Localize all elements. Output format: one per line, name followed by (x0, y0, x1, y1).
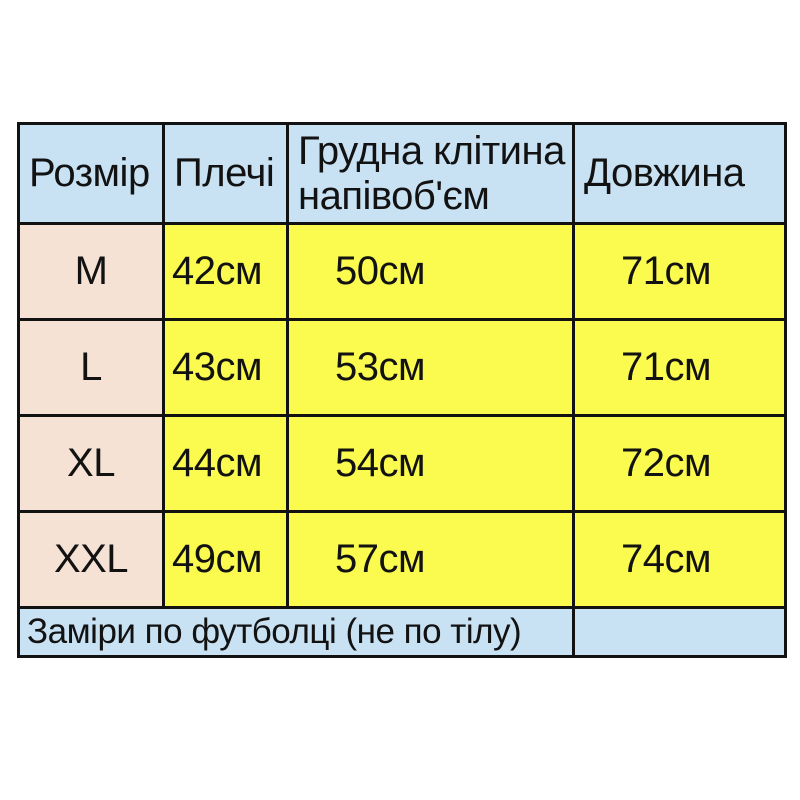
table-row-m: M 42см 50см 71см (17, 222, 787, 321)
table-row-xl: XL 44см 54см 72см (17, 414, 787, 513)
footer-note: Заміри по футболці (не по тілу) (17, 606, 575, 658)
table-row-xxl: XXL 49см 57см 74см (17, 510, 787, 609)
length-value: 71см (572, 222, 787, 321)
shoulders-value: 42см (162, 222, 289, 321)
size-chart-container: Розмір Плечі Грудна клітина напівоб'єм Д… (17, 122, 787, 658)
size-chart-table: Розмір Плечі Грудна клітина напівоб'єм Д… (17, 122, 787, 658)
table-row-l: L 43см 53см 71см (17, 318, 787, 417)
size-label: XXL (17, 510, 165, 609)
column-header-size: Розмір (17, 122, 165, 225)
chest-value: 57см (286, 510, 575, 609)
size-label: XL (17, 414, 165, 513)
footer-empty-cell (572, 606, 787, 658)
chest-value: 54см (286, 414, 575, 513)
column-header-length: Довжина (572, 122, 787, 225)
header-row: Розмір Плечі Грудна клітина напівоб'єм Д… (17, 122, 787, 225)
size-label: M (17, 222, 165, 321)
shoulders-value: 44см (162, 414, 289, 513)
length-value: 72см (572, 414, 787, 513)
chest-value: 50см (286, 222, 575, 321)
chest-value: 53см (286, 318, 575, 417)
size-label: L (17, 318, 165, 417)
column-header-chest: Грудна клітина напівоб'єм (286, 122, 575, 225)
column-header-shoulders: Плечі (162, 122, 289, 225)
footer-row: Заміри по футболці (не по тілу) (17, 606, 787, 658)
length-value: 71см (572, 318, 787, 417)
shoulders-value: 43см (162, 318, 289, 417)
length-value: 74см (572, 510, 787, 609)
shoulders-value: 49см (162, 510, 289, 609)
